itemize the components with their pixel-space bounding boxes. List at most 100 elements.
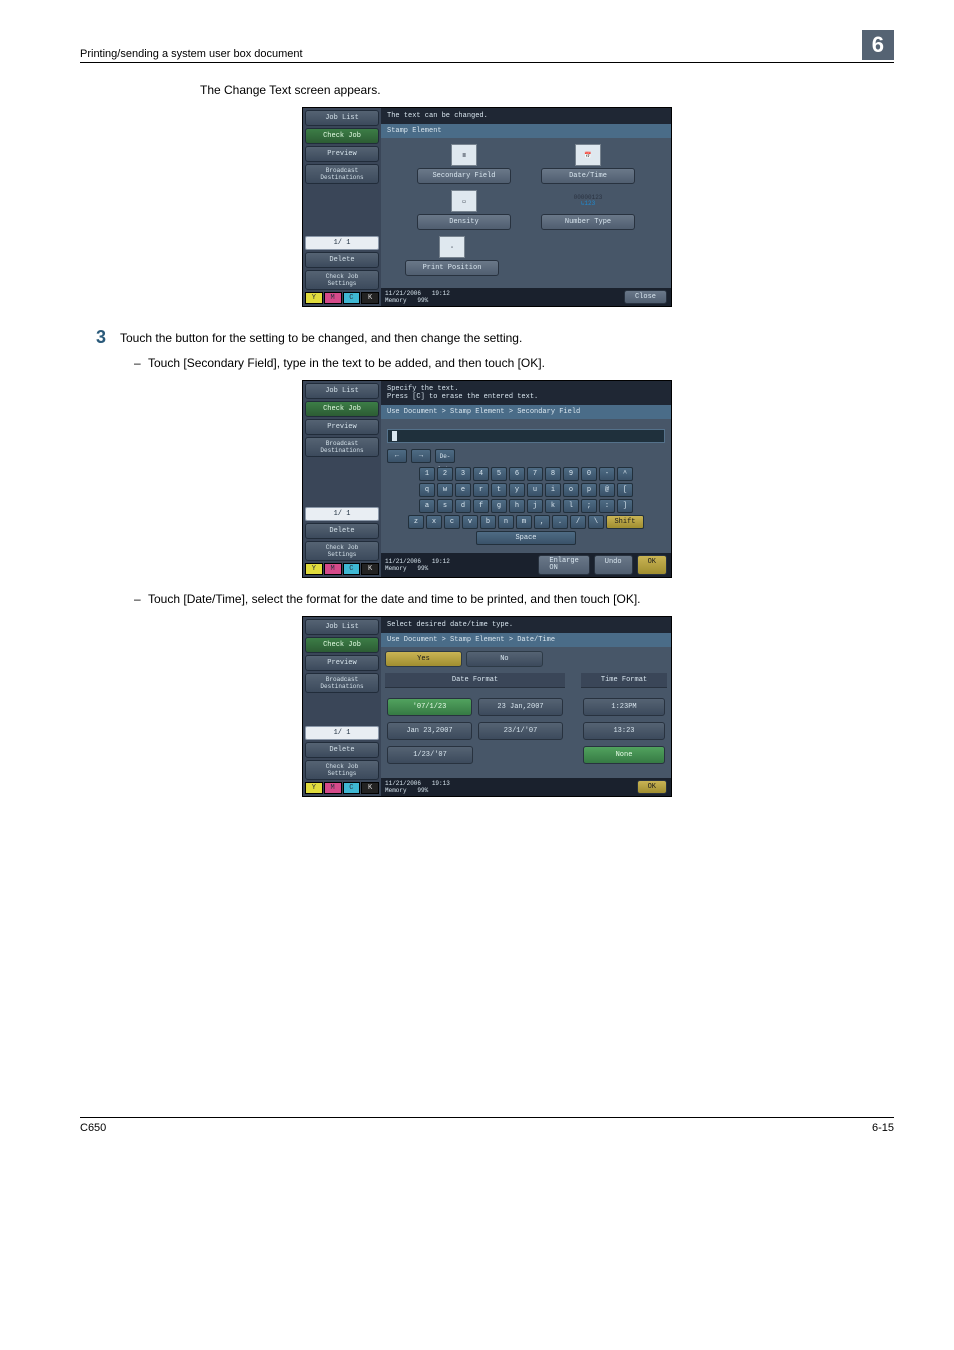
key-3[interactable]: 3 [455, 467, 471, 481]
density-button[interactable]: Density [417, 214, 511, 230]
job-list-button[interactable]: Job List [305, 110, 379, 126]
shift-key[interactable]: Shift [606, 515, 644, 529]
key-v[interactable]: v [462, 515, 478, 529]
pager: 1/ 1 [305, 507, 379, 521]
time-format-option[interactable]: None [583, 746, 665, 764]
key-s[interactable]: s [437, 499, 453, 513]
key-a[interactable]: a [419, 499, 435, 513]
key-d[interactable]: d [455, 499, 471, 513]
delete-button[interactable]: Delete [305, 523, 379, 539]
number-type-button[interactable]: Number Type [541, 214, 635, 230]
print-position-icon: ▫ [439, 236, 465, 258]
key-e[interactable]: e [455, 483, 471, 497]
step-text: Touch the button for the setting to be c… [120, 327, 522, 348]
broadcast-destinations-button[interactable]: Broadcast Destinations [305, 437, 379, 457]
arrow-right-key[interactable]: → [411, 449, 431, 463]
key-j[interactable]: j [527, 499, 543, 513]
key-x[interactable]: x [426, 515, 442, 529]
key-][interactable]: ] [617, 499, 633, 513]
substep-2: –Touch [Date/Time], select the format fo… [134, 592, 894, 606]
key-/[interactable]: / [570, 515, 586, 529]
check-job-settings-button[interactable]: Check Job Settings [305, 541, 379, 561]
delete-button[interactable]: Delete [305, 742, 379, 758]
date-format-option[interactable]: 23 Jan,2007 [478, 698, 563, 716]
key-@[interactable]: @ [599, 483, 615, 497]
key-u[interactable]: u [527, 483, 543, 497]
key-q[interactable]: q [419, 483, 435, 497]
job-list-button[interactable]: Job List [305, 383, 379, 399]
print-position-button[interactable]: Print Position [405, 260, 499, 276]
key-m[interactable]: m [516, 515, 532, 529]
key--[interactable]: - [599, 467, 615, 481]
date-format-option[interactable]: Jan 23,2007 [387, 722, 472, 740]
enlarge-button[interactable]: Enlarge ON [538, 555, 589, 575]
key-^[interactable]: ^ [617, 467, 633, 481]
key-g[interactable]: g [491, 499, 507, 513]
key-8[interactable]: 8 [545, 467, 561, 481]
key-o[interactable]: o [563, 483, 579, 497]
key-6[interactable]: 6 [509, 467, 525, 481]
time-format-option[interactable]: 13:23 [583, 722, 665, 740]
no-button[interactable]: No [466, 651, 543, 667]
date-format-option[interactable]: 1/23/'07 [387, 746, 473, 764]
key-;[interactable]: ; [581, 499, 597, 513]
date-format-option[interactable]: 23/1/'07 [478, 722, 563, 740]
key-2[interactable]: 2 [437, 467, 453, 481]
key-0[interactable]: 0 [581, 467, 597, 481]
key-l[interactable]: l [563, 499, 579, 513]
key-4[interactable]: 4 [473, 467, 489, 481]
key-n[interactable]: n [498, 515, 514, 529]
key-9[interactable]: 9 [563, 467, 579, 481]
undo-button[interactable]: Undo [594, 555, 633, 575]
preview-button[interactable]: Preview [305, 655, 379, 671]
close-button[interactable]: Close [624, 290, 667, 304]
preview-button[interactable]: Preview [305, 419, 379, 435]
key-5[interactable]: 5 [491, 467, 507, 481]
secondary-field-button[interactable]: Secondary Field [417, 168, 511, 184]
job-list-button[interactable]: Job List [305, 619, 379, 635]
key-y[interactable]: y [509, 483, 525, 497]
check-job-button[interactable]: Check Job [305, 128, 379, 144]
key-w[interactable]: w [437, 483, 453, 497]
key-[[interactable]: [ [617, 483, 633, 497]
key-f[interactable]: f [473, 499, 489, 513]
ok-button[interactable]: OK [637, 555, 667, 575]
check-job-settings-button[interactable]: Check Job Settings [305, 760, 379, 780]
broadcast-destinations-button[interactable]: Broadcast Destinations [305, 673, 379, 693]
date-time-icon: 📅 [575, 144, 601, 166]
key-1[interactable]: 1 [419, 467, 435, 481]
text-input-field[interactable] [387, 429, 665, 443]
time-format-option[interactable]: 1:23PM [583, 698, 665, 716]
date-format-option[interactable]: '07/1/23 [387, 698, 472, 716]
key-,[interactable]: , [534, 515, 550, 529]
broadcast-destinations-button[interactable]: Broadcast Destinations [305, 164, 379, 184]
check-job-button[interactable]: Check Job [305, 637, 379, 653]
key-\[interactable]: \ [588, 515, 604, 529]
key-h[interactable]: h [509, 499, 525, 513]
key-b[interactable]: b [480, 515, 496, 529]
key-z[interactable]: z [408, 515, 424, 529]
key-:[interactable]: : [599, 499, 615, 513]
check-job-settings-button[interactable]: Check Job Settings [305, 270, 379, 290]
key-t[interactable]: t [491, 483, 507, 497]
ok-button[interactable]: OK [637, 780, 667, 794]
panel3-message: Select desired date/time type. [381, 617, 671, 633]
key-p[interactable]: p [581, 483, 597, 497]
arrow-left-key[interactable]: ← [387, 449, 407, 463]
key-.[interactable]: . [552, 515, 568, 529]
page-header-title: Printing/sending a system user box docum… [80, 48, 303, 60]
delete-key[interactable]: De- lete [435, 449, 455, 463]
check-job-button[interactable]: Check Job [305, 401, 379, 417]
key-k[interactable]: k [545, 499, 561, 513]
delete-button[interactable]: Delete [305, 252, 379, 268]
key-r[interactable]: r [473, 483, 489, 497]
key-i[interactable]: i [545, 483, 561, 497]
panel1-message: The text can be changed. [381, 108, 671, 124]
key-c[interactable]: c [444, 515, 460, 529]
space-key[interactable]: Space [476, 531, 576, 545]
panel3-breadcrumb: Use Document > Stamp Element > Date/Time [381, 633, 671, 647]
key-7[interactable]: 7 [527, 467, 543, 481]
yes-button[interactable]: Yes [385, 651, 462, 667]
date-time-button[interactable]: Date/Time [541, 168, 635, 184]
preview-button[interactable]: Preview [305, 146, 379, 162]
